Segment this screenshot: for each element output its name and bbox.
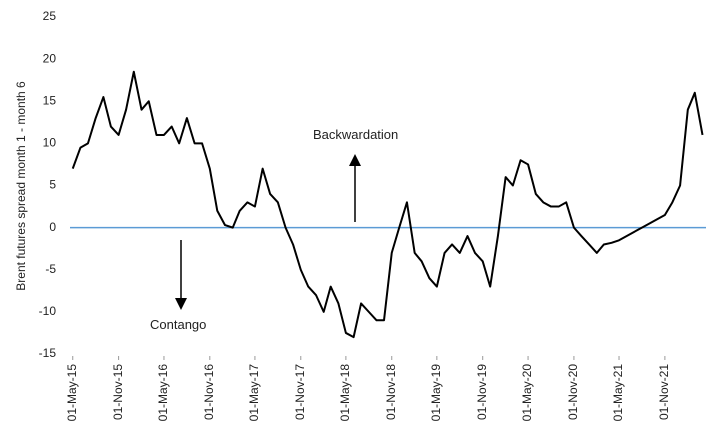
y-axis-title: Brent futures spread month 1 - month 6 [14, 81, 28, 291]
y-tick-label: 20 [43, 51, 57, 65]
x-tick-label: 01-May-19 [429, 364, 443, 422]
y-tick-label: -15 [39, 346, 57, 360]
x-tick-label: 01-May-16 [156, 364, 170, 422]
x-tick-label: 01-Nov-15 [111, 364, 125, 420]
x-tick-label: 01-May-18 [338, 364, 352, 422]
x-tick-label: 01-May-15 [65, 364, 79, 422]
x-tick-label: 01-Nov-17 [293, 364, 307, 420]
x-tick-label: 01-Nov-18 [384, 364, 398, 420]
x-tick-label: 01-May-21 [611, 364, 625, 422]
annotation: Backwardation [313, 127, 398, 142]
annotation: Contango [150, 317, 206, 332]
y-tick-label: 10 [43, 136, 57, 150]
x-tick-label: 01-May-17 [247, 364, 261, 422]
x-tick-label: 01-Nov-21 [657, 364, 671, 420]
series-line [71, 70, 704, 339]
x-tick-label: 01-Nov-16 [202, 364, 216, 420]
x-tick-label: 01-Nov-19 [475, 364, 489, 420]
y-tick-label: -10 [39, 304, 57, 318]
y-tick-label: -5 [45, 262, 56, 276]
y-tick-label: 5 [49, 178, 56, 192]
x-tick-label: 01-May-20 [520, 364, 534, 422]
y-tick-label: 25 [43, 9, 57, 23]
x-tick-label: 01-Nov-20 [566, 364, 580, 420]
y-tick-label: 15 [43, 93, 57, 107]
y-tick-label: 0 [49, 220, 56, 234]
